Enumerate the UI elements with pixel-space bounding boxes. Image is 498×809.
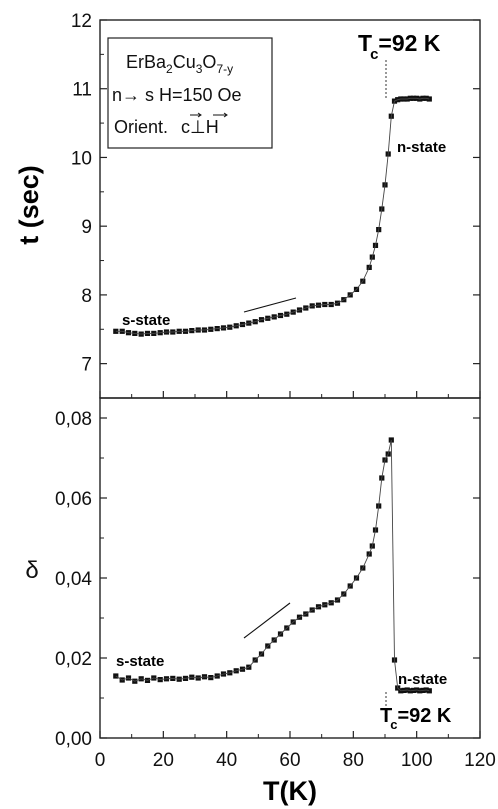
vector-arrowhead-c	[197, 112, 202, 118]
bottom-y-tick-label: 0,04	[55, 569, 92, 590]
top-y-tick-label: 10	[71, 148, 92, 169]
top-series-line	[115, 97, 430, 335]
bottom-tc-label: Tc=92 K	[380, 705, 452, 732]
formula-part-o: O	[202, 52, 216, 72]
bottom-y-axis-label: δ	[25, 557, 38, 584]
top-data-point	[426, 96, 432, 102]
formula-sub-3: 3	[196, 62, 203, 76]
sample-formula: ErBa2Cu3O7-y	[126, 52, 233, 76]
vector-arrowhead-h	[223, 112, 228, 118]
bottom-s-state-label: s-state	[116, 653, 164, 670]
top-y-tick-label: 11	[72, 80, 92, 101]
top-n-state-label: n-state	[397, 139, 446, 156]
bottom-y-tick-label: 0,08	[55, 409, 92, 430]
formula-part-cu: Cu	[173, 52, 196, 72]
x-tick-label: 60	[279, 750, 300, 771]
bottom-y-ticks: 0,00 0,02 0,04 0,06 0,08	[55, 409, 480, 750]
top-y-tick-label: 12	[71, 11, 92, 32]
top-y-tick-label: 8	[81, 286, 92, 307]
bottom-panel: 0,00 0,02 0,04 0,06 0,08 0 20 40 60 80 100 120 δ T…	[25, 397, 496, 806]
orientation-c: c	[181, 117, 190, 137]
sample-info-box	[107, 37, 273, 149]
top-sweep-arrow	[243, 297, 297, 313]
top-y-axis-label: t (sec)	[14, 165, 44, 245]
top-connecting-line	[115, 97, 430, 335]
transition-field-label: n→ s H=150 Oe	[112, 85, 242, 105]
top-s-state-label: s-state	[122, 312, 170, 329]
bottom-y-tick-label: 0,00	[55, 729, 92, 750]
orientation-h: H	[206, 117, 219, 137]
bottom-connecting-line	[115, 439, 430, 692]
formula-part-erba: ErBa	[126, 52, 167, 72]
bottom-y-tick-label: 0,06	[55, 489, 92, 510]
orientation-word: Orient.	[114, 117, 168, 137]
orientation-perp: ⊥	[190, 117, 206, 137]
bottom-y-tick-label: 0,02	[55, 649, 92, 670]
x-tick-label: 20	[153, 750, 174, 771]
top-y-tick-label: 7	[81, 355, 92, 376]
orientation-label: Orient. c⊥H	[114, 117, 219, 137]
bottom-x-ticks: 0 20 40 60 80 100 120	[95, 731, 496, 771]
bottom-sweep-arrow	[243, 602, 291, 639]
x-tick-label: 40	[216, 750, 237, 771]
formula-sub-2: 2	[166, 62, 173, 76]
bottom-data-point	[113, 673, 119, 679]
top-y-ticks: 7 8 9 10 11 12	[71, 11, 481, 398]
x-tick-label: 100	[401, 750, 433, 771]
bottom-data-point	[426, 688, 432, 694]
bottom-n-state-label: n-state	[398, 671, 447, 688]
x-tick-label: 120	[464, 750, 496, 771]
bottom-series-line	[115, 439, 430, 692]
x-tick-label: 80	[343, 750, 364, 771]
x-axis-label: T(K)	[263, 776, 317, 806]
top-data-point	[113, 328, 119, 334]
top-tc-label: Tc=92 K	[358, 30, 441, 63]
x-tick-label: 0	[95, 750, 106, 771]
top-y-tick-label: 9	[81, 217, 92, 238]
formula-sub-7y: 7-y	[216, 62, 233, 76]
top-panel: 7 8 9 10 11 12 t (sec) ErBa2Cu3O7-y n→ s H=15…	[14, 11, 481, 399]
